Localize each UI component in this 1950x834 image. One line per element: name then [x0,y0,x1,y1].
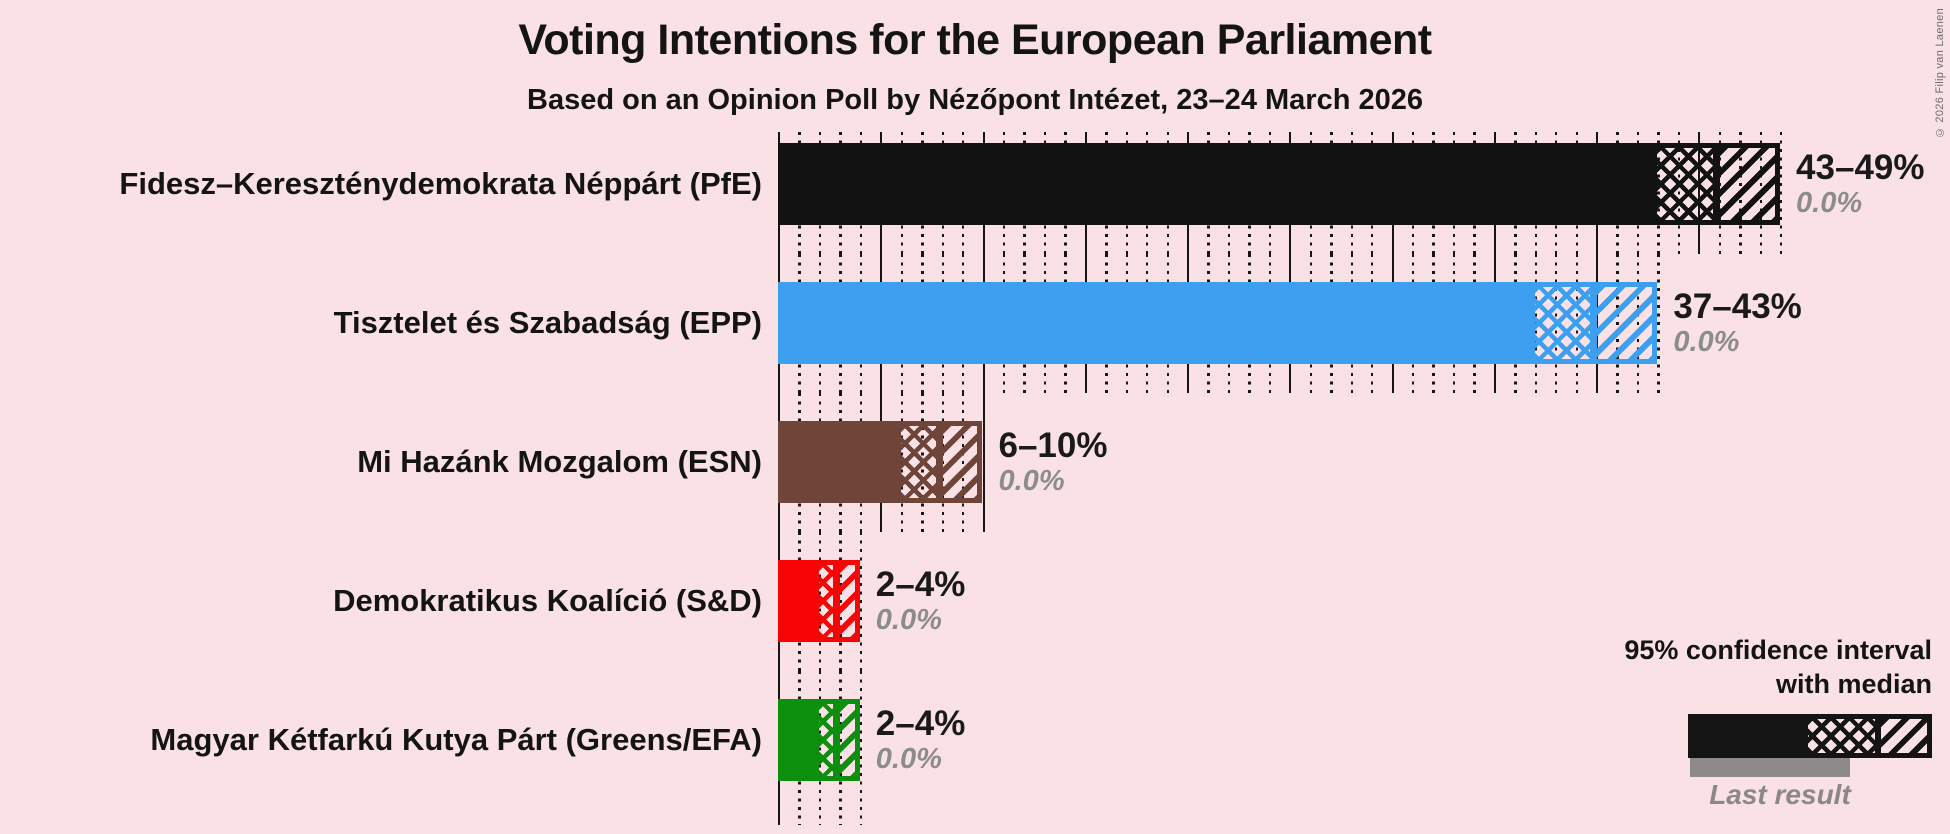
copyright-notice: © 2026 Filip van Laenen [1934,8,1946,139]
gridline-minor [1657,254,1660,393]
ci-lower-hatch [818,565,834,637]
ci-lower-hatch [818,704,834,776]
ci-median-line [833,704,841,776]
last-result-value: 0.0% [1796,186,1863,219]
ci-lower-hatch [1657,148,1713,220]
party-label: Magyar Kétfarkú Kutya Párt (Greens/EFA) [150,722,762,757]
ci-upper-hatch [942,426,978,498]
party-label: Demokratikus Koalíció (S&D) [333,583,762,618]
legend-last-result-label: Last result [1709,779,1851,810]
legend-sample-bar [1688,714,1932,758]
bar-row [778,143,1784,225]
legend-confidence-interval [1808,714,1932,758]
value-label: 6–10% 0.0% [999,421,1108,503]
legend-median-line [1874,719,1881,753]
legend-solid-segment [1688,714,1808,758]
legend-upper-hatch [1880,719,1927,753]
ci-median-line [833,565,841,637]
page-subtitle: Based on an Opinion Poll by Nézőpont Int… [527,84,1423,116]
value-label: 37–43% 0.0% [1673,282,1801,364]
bar-solid-segment [778,421,901,503]
last-result-value: 0.0% [875,603,942,636]
ci-median-line [1589,287,1597,359]
bar-confidence-interval [1534,282,1658,364]
last-result-value: 0.0% [1673,325,1740,358]
ci-range-value: 2–4% [875,703,966,743]
legend-lower-hatch [1808,719,1875,753]
ci-upper-hatch [840,704,855,776]
ci-range-value: 43–49% [1796,147,1925,187]
value-label: 2–4% 0.0% [876,699,966,781]
legend-last-result-bar [1690,758,1850,777]
bar-confidence-interval [900,421,983,503]
bar-solid-segment [778,699,819,781]
ci-range-value: 6–10% [998,425,1108,465]
ci-lower-hatch [900,426,936,498]
gridline-major [982,393,985,532]
bar-solid-segment [778,143,1658,225]
bar-row [778,282,1661,364]
party-label: Tisztelet és Szabadság (EPP) [333,305,762,340]
ci-lower-hatch [1534,287,1590,359]
last-result-value: 0.0% [998,464,1065,497]
gridline-minor [859,671,863,825]
page-title: Voting Intentions for the European Parli… [518,16,1432,64]
bar-solid-segment [778,560,819,642]
bar-row [778,421,987,503]
bar-confidence-interval [818,560,860,642]
legend-title-line1: 95% confidence interval [1624,635,1932,665]
ci-range-value: 2–4% [875,564,966,604]
ci-median-line [1712,148,1720,220]
bar-row [778,560,864,642]
bar-confidence-interval [1657,143,1781,225]
value-label: 2–4% 0.0% [876,560,966,642]
ci-upper-hatch [1719,148,1776,220]
legend-title: 95% confidence interval with median [1432,634,1932,702]
ci-median-line [935,426,943,498]
ci-range-value: 37–43% [1673,286,1802,326]
ci-upper-hatch [1596,287,1653,359]
party-label: Fidesz–Kereszténydemokrata Néppárt (PfE) [119,166,762,201]
bar-confidence-interval [818,699,860,781]
bar-solid-segment [778,282,1535,364]
gridline-minor [1780,132,1783,254]
bar-row [778,699,864,781]
last-result-value: 0.0% [875,742,942,775]
gridline-minor [859,532,863,671]
legend-title-line2: with median [1775,668,1932,699]
party-label: Mi Hazánk Mozgalom (ESN) [357,444,762,479]
ci-upper-hatch [840,565,855,637]
value-label: 43–49% 0.0% [1796,143,1924,225]
